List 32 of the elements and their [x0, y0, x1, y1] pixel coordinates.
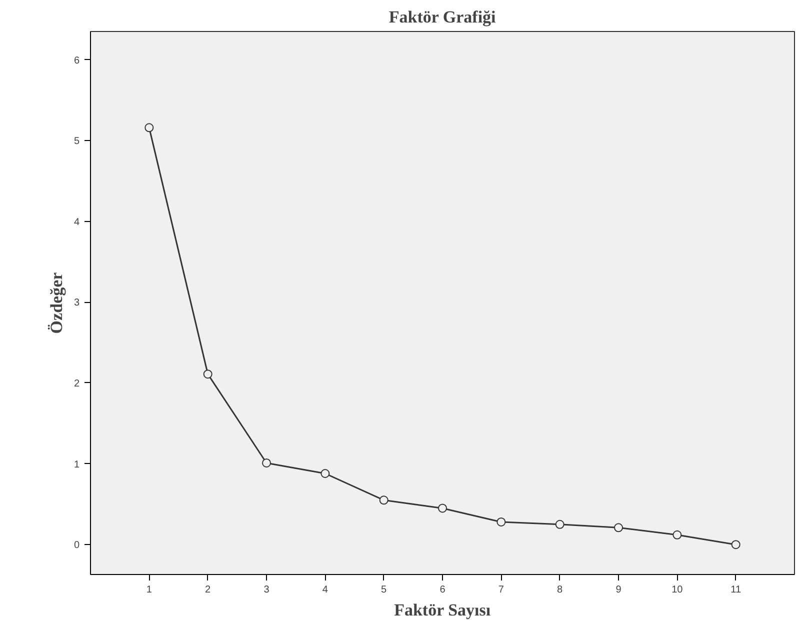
x-tick-label: 3 [264, 584, 270, 596]
point [496, 517, 506, 526]
point [379, 496, 388, 505]
point [555, 520, 564, 529]
x-tick-label: 7 [498, 584, 504, 596]
x-tick-label: 10 [672, 584, 684, 596]
y-axis-title: Özdeğer [46, 272, 66, 334]
point [672, 530, 682, 540]
point [144, 123, 154, 132]
y-tick-label: 3 [74, 298, 80, 309]
point [203, 370, 212, 379]
x-tick-label: 9 [616, 584, 622, 596]
point [438, 504, 447, 513]
x-tick-label: 6 [440, 584, 446, 596]
x-tick-label: 1 [146, 584, 152, 596]
y-tick-label: 4 [74, 216, 80, 228]
y-tick-label: 2 [74, 378, 80, 390]
point [320, 469, 330, 478]
y-tick-label: 0 [74, 540, 80, 552]
x-tick-label: 5 [381, 584, 388, 596]
chart-title: Faktör Grafiği [388, 8, 496, 26]
y-tick-label: 1 [74, 459, 80, 470]
point [731, 540, 740, 550]
x-tick-label: 2 [205, 584, 212, 596]
x-tick-label: 8 [557, 584, 564, 596]
point [262, 458, 271, 468]
x-axis-title: Faktör Sayısı [394, 600, 491, 620]
point [614, 523, 623, 532]
x-tick-label: 11 [730, 584, 742, 596]
y-tick-label: 6 [74, 55, 80, 66]
y-tick-label: 5 [74, 136, 80, 148]
x-tick-label: 4 [322, 584, 328, 596]
